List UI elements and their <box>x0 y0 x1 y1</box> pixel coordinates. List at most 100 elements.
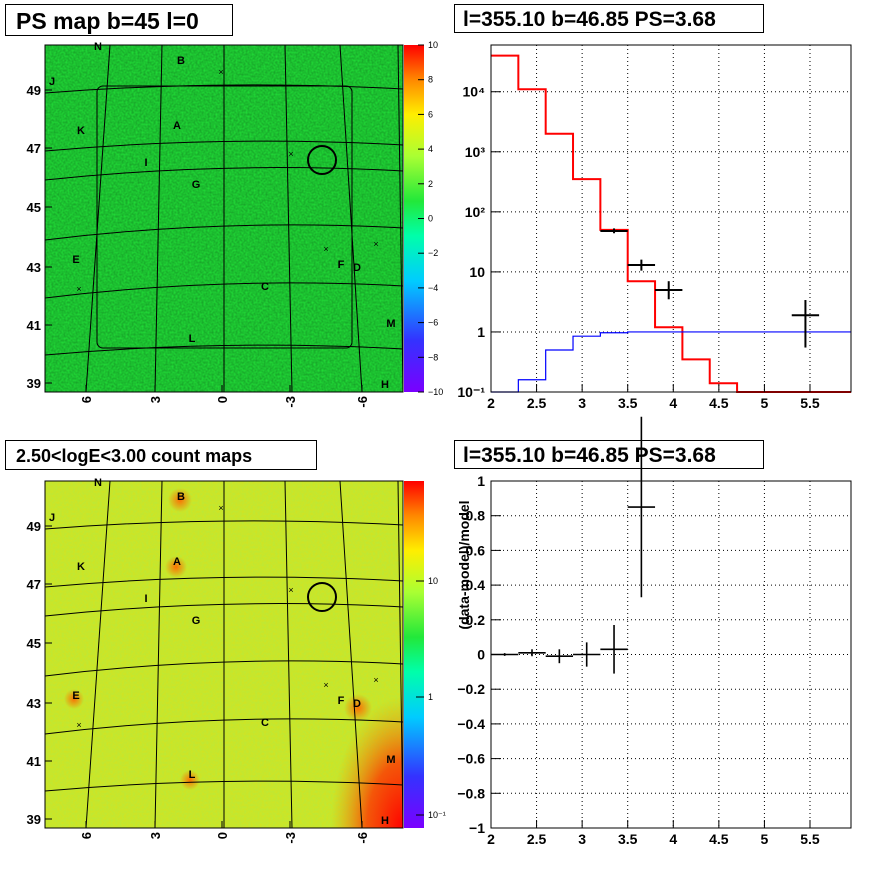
source-label-h: H <box>381 815 389 827</box>
residual-frame <box>490 480 852 829</box>
residual-ytick-label: 0.4 <box>466 577 486 593</box>
source-label-f: F <box>338 695 345 707</box>
lat-tick-label: 39 <box>27 812 41 827</box>
source-label-a: A <box>173 556 181 568</box>
count-hotspot-l <box>180 770 200 790</box>
spectrum-ytick-label: 10² <box>465 204 486 220</box>
lat-tick-label: 47 <box>27 141 41 156</box>
colorbar-tick-label: 0 <box>428 214 433 224</box>
residual-data-point <box>573 642 601 667</box>
count-map-corner-excess <box>300 640 403 828</box>
residual-ytick-label: −0.2 <box>457 681 485 697</box>
lon-tick-label: 6 <box>79 832 94 839</box>
spectrum-xtick-label: 5 <box>761 395 769 411</box>
spectrum-ytick-label: 10⁻¹ <box>457 384 485 400</box>
graticule-lon-line <box>397 480 404 829</box>
ps-colorbar <box>404 45 424 392</box>
source-label-m: M <box>386 318 395 330</box>
graticule-lon-line <box>85 480 111 829</box>
source-label-n: N <box>94 41 102 53</box>
lon-tick-label: -6 <box>355 396 370 408</box>
residual-ytick-label: −0.6 <box>457 751 485 767</box>
colorbar-tick-label: −2 <box>428 248 438 258</box>
lon-tick-label: 3 <box>148 832 163 839</box>
colorbar-tick-label: 8 <box>428 75 433 85</box>
residual-xtick-label: 2.5 <box>527 831 547 847</box>
residual-ylabel: (data-model)/model <box>456 500 472 629</box>
source-label-d: D <box>353 698 361 710</box>
spectrum-xtick-label: 2.5 <box>527 395 547 411</box>
residual-xtick-label: 2 <box>487 831 495 847</box>
source-label-f: F <box>338 259 345 271</box>
spectrum-plot-area <box>491 45 851 392</box>
lon-tick-label: -6 <box>355 832 370 844</box>
lat-tick-label: 49 <box>27 519 41 534</box>
cross-marker: × <box>373 239 378 249</box>
residual-xtick-label: 3 <box>578 831 586 847</box>
source-label-l: L <box>189 333 196 345</box>
colorbar-tick-label: 2 <box>428 179 433 189</box>
residual-xtick-label: 4 <box>669 831 677 847</box>
lon-tick-label: 0 <box>215 832 230 839</box>
cross-marker: × <box>288 585 293 595</box>
graticule-lon-line <box>154 44 163 393</box>
colorbar-tick-label: −10 <box>428 387 443 397</box>
source-label-c: C <box>261 281 269 293</box>
source-label-l: L <box>189 769 196 781</box>
spectrum-data-point <box>627 259 656 271</box>
count-hotspot-a <box>165 556 187 578</box>
cross-marker: × <box>76 720 81 730</box>
residual-ytick-label: −0.4 <box>457 716 485 732</box>
cross-marker: × <box>323 244 328 254</box>
cross-marker: × <box>218 503 223 513</box>
colorbar-tick-label: −4 <box>428 283 438 293</box>
source-label-b: B <box>177 55 185 67</box>
graticule-lon-line <box>154 480 163 829</box>
cross-marker: × <box>288 149 293 159</box>
count-hotspot-e <box>64 689 84 709</box>
source-label-j: J <box>49 76 55 88</box>
ps-source-circle <box>307 145 337 175</box>
spectrum-xtick-label: 4 <box>669 395 677 411</box>
lat-tick-label: 45 <box>27 636 41 651</box>
model-source-step <box>491 331 851 393</box>
source-label-m: M <box>386 754 395 766</box>
spectrum-xtick-label: 4.5 <box>709 395 729 411</box>
residual-ytick-label: 0 <box>477 647 485 663</box>
lat-tick-label: 49 <box>27 83 41 98</box>
spectrum-xtick-label: 3.5 <box>618 395 638 411</box>
residual-ytick-label: −1 <box>469 820 485 836</box>
residual-ytick-label: 1 <box>477 473 485 489</box>
residual-xtick-label: 5.5 <box>800 831 820 847</box>
ps-map-frame <box>44 44 404 393</box>
spectrum-ytick-label: 1 <box>477 324 485 340</box>
residual-panel: 2 2.5 3 3.5 4 4.5 5 5.5 1 0.8 0.6 0.4 0.2 0 −0.2 −0.4 −0… <box>456 416 852 847</box>
spectrum-data-point <box>791 300 820 348</box>
lon-tick-label: -3 <box>283 396 298 408</box>
lon-tick-label: 6 <box>79 396 94 403</box>
colorbar-tick-label: −8 <box>428 352 438 362</box>
source-label-e: E <box>72 690 79 702</box>
colorbar-tick-label: 10 <box>428 576 438 586</box>
cross-marker: × <box>373 675 378 685</box>
graticule-lon-line <box>85 44 111 393</box>
residual-ytick-label: −0.8 <box>457 785 485 801</box>
residual-xtick-label: 4.5 <box>709 831 729 847</box>
residual-data-point <box>518 649 546 657</box>
source-label-h: H <box>381 379 389 391</box>
source-label-k: K <box>77 561 85 573</box>
residual-data-point <box>627 416 656 598</box>
spectrum-data-point <box>600 228 628 234</box>
graticule-lon-line <box>397 44 404 393</box>
source-label-e: E <box>72 254 79 266</box>
lon-tick-label: -3 <box>283 832 298 844</box>
lat-tick-label: 43 <box>27 696 41 711</box>
spectrum-xtick-label: 5.5 <box>800 395 820 411</box>
source-label-i: I <box>144 157 147 169</box>
source-label-i: I <box>144 593 147 605</box>
residual-ytick-label: 0.6 <box>466 542 486 558</box>
lat-tick-label: 39 <box>27 376 41 391</box>
lat-tick-label: 41 <box>27 318 41 333</box>
lat-tick-label: 41 <box>27 754 41 769</box>
